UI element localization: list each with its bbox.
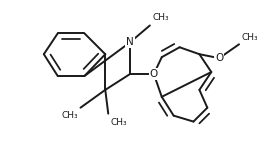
- Text: CH₃: CH₃: [241, 33, 258, 42]
- Text: CH₃: CH₃: [153, 14, 170, 22]
- Text: CH₃: CH₃: [62, 111, 79, 120]
- Text: N: N: [126, 37, 134, 47]
- Text: CH₃: CH₃: [110, 118, 127, 127]
- Text: O: O: [150, 69, 158, 79]
- Text: O: O: [215, 53, 223, 63]
